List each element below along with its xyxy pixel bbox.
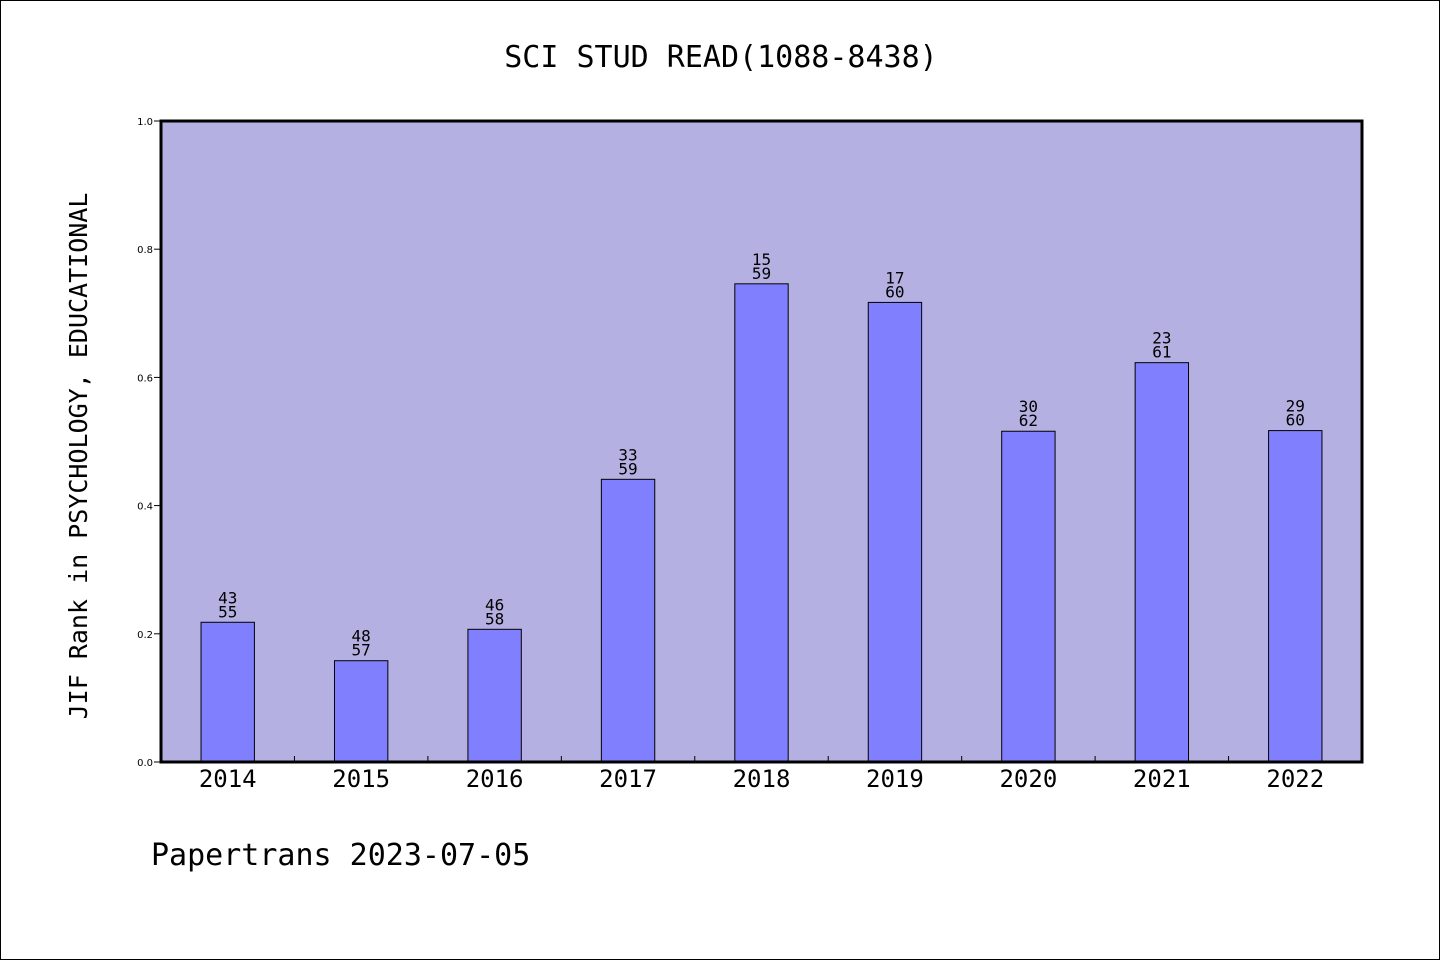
- bar-label-rank: 30: [1019, 397, 1038, 416]
- bar: [734, 283, 789, 763]
- y-axis-label: JIF Rank in PSYCHOLOGY, EDUCATIONAL: [64, 193, 93, 720]
- bar-label-rank: 17: [885, 268, 904, 287]
- y-tick-label: 0.6: [137, 373, 153, 384]
- x-tick-label: 2021: [1133, 765, 1191, 793]
- bar-label-total: 58: [485, 609, 504, 628]
- bar: [200, 621, 255, 763]
- bar-label-rank: 29: [1286, 397, 1305, 416]
- bar-label-total: 55: [218, 602, 237, 621]
- footer-credit: Papertrans 2023-07-05: [151, 838, 530, 873]
- bar-label-rank: 15: [752, 250, 771, 269]
- bar-label-rank: 48: [352, 627, 371, 646]
- x-axis: 2014 2015 2016 2017 2018 2019 2020 2021 2022: [199, 756, 1324, 793]
- x-tick-label: 2016: [466, 765, 524, 793]
- bar-label-rank: 46: [485, 595, 504, 614]
- y-tick-label: 0.8: [137, 245, 153, 256]
- bar: [1134, 362, 1190, 763]
- plot-border: [159, 119, 1364, 764]
- x-tick-label: 2020: [999, 765, 1057, 793]
- bar: [1268, 430, 1323, 763]
- bar: [600, 478, 656, 763]
- bar-label-total: 57: [352, 641, 371, 660]
- y-tick-label: 0.4: [137, 502, 153, 513]
- chart-title: SCI STUD READ(1088-8438): [504, 40, 937, 75]
- bar: [333, 660, 389, 763]
- bar-label-total: 59: [618, 459, 637, 478]
- x-tick-label: 2017: [599, 765, 657, 793]
- x-tick-label: 2022: [1266, 765, 1324, 793]
- bar: [467, 628, 522, 763]
- bar-label-total: 60: [885, 282, 904, 301]
- y-tick-label: 1.0: [137, 117, 153, 128]
- bar-label-total: 62: [1019, 411, 1038, 430]
- y-tick-label: 0.0: [137, 758, 153, 769]
- y-tick-label: 0.2: [137, 630, 153, 641]
- bar-label-rank: 33: [618, 445, 637, 464]
- bar: [1001, 430, 1056, 763]
- x-tick-label: 2014: [199, 765, 257, 793]
- y-axis: 0.0 0.2 0.4 0.6 0.8 1.0: [137, 117, 161, 769]
- bar-label-rank: 43: [218, 588, 237, 607]
- bar: [867, 301, 923, 763]
- bar-label-total: 61: [1152, 343, 1171, 362]
- bar-label-total: 59: [752, 264, 771, 283]
- bar-label-rank: 23: [1152, 329, 1171, 348]
- x-tick-label: 2019: [866, 765, 924, 793]
- bar-label-total: 60: [1286, 411, 1305, 430]
- x-tick-label: 2015: [332, 765, 390, 793]
- x-tick-label: 2018: [733, 765, 791, 793]
